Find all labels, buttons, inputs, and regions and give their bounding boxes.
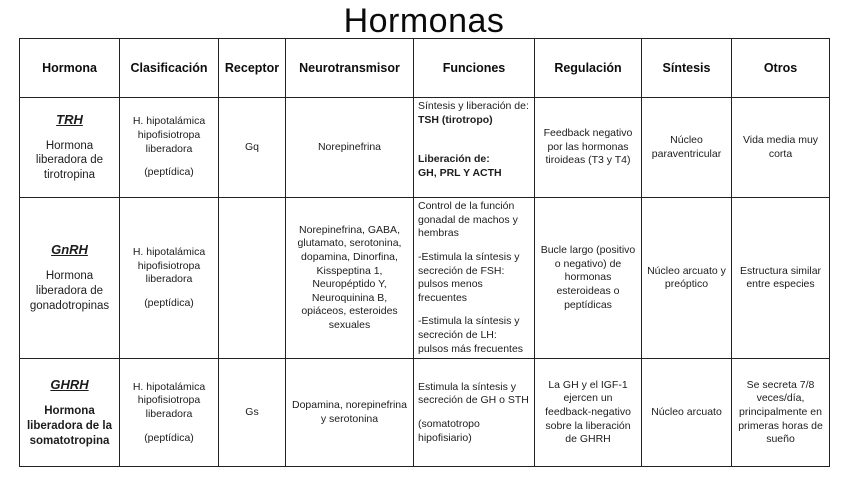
gnrh-neurotransmisor-cell: Norepinefrina, GABA, glutamato, serotoni… <box>285 196 414 360</box>
ghrh-clasificacion-text: H. hipotalámica hipofisiotropa liberador… <box>132 380 206 420</box>
column-header-clasificacion: Clasificación <box>119 38 219 98</box>
ghrh-clasificacion-cell: H. hipotalámica hipofisiotropa liberador… <box>119 358 219 468</box>
trh-neurotransmisor-text: Norepinefrina <box>317 140 382 153</box>
ghrh-hormona-cell: GHRH Hormona liberadora de la somatotropi… <box>19 358 120 468</box>
trh-funciones-cell: Síntesis y liberación de: TSH (tirotropo)… <box>413 97 535 198</box>
trh-hormona-text: TRH <box>56 111 83 127</box>
trh-regulacion-text: Feedback negativo por las hormonas tiroi… <box>543 127 633 167</box>
gnrh-clasificacion-text: H. hipotalámica hipofisiotropa liberador… <box>132 245 206 286</box>
column-header-receptor: Receptor <box>218 38 286 98</box>
trh-funciones-text: Síntesis y liberación de: <box>418 100 529 112</box>
gnrh-funciones-text: Control de la función gonadal de machos … <box>418 200 518 240</box>
gnrh-regulacion-cell: Bucle largo (positivo o negativo) de hor… <box>534 196 642 360</box>
table-row-trh: TRH Hormona liberadora de tirotropina H. h… <box>19 97 830 198</box>
gnrh-sintesis-cell: Núcleo arcuato y preóptico <box>641 196 732 360</box>
ghrh-funciones-text: Estimula la síntesis y secreción de GH o… <box>418 380 529 407</box>
trh-regulacion-cell: Feedback negativo por las hormonas tiroi… <box>534 97 642 198</box>
gnrh-funciones-text: -Estimula la síntesis y secreción de LH:… <box>418 315 524 355</box>
column-header-neurotransmisor: Neurotransmisor <box>285 38 414 98</box>
ghrh-otros-cell: Se secreta 7/8 veces/día, principalmente… <box>731 358 830 468</box>
gnrh-clasificacion-text: (peptídica) <box>144 296 194 309</box>
ghrh-hormona-text: Hormona liberadora de la somatotropina <box>26 404 112 447</box>
ghrh-sintesis-cell: Núcleo arcuato <box>641 358 732 468</box>
gnrh-funciones-text: -Estimula la síntesis y secreción de FSH… <box>418 250 520 304</box>
trh-funciones-text: TSH (tirotropo) <box>418 113 493 126</box>
ghrh-sintesis-text: Núcleo arcuato <box>651 406 722 419</box>
trh-hormona-cell: TRH Hormona liberadora de tirotropina <box>19 97 120 198</box>
trh-otros-cell: Vida media muy corta <box>731 97 830 198</box>
trh-clasificacion-text: (peptídica) <box>144 166 194 179</box>
gnrh-otros-text: Estructura similar entre especies <box>739 264 822 291</box>
ghrh-neurotransmisor-text: Dopamina, norepinefrina y serotonina <box>292 399 407 425</box>
gnrh-funciones-cell: Control de la función gonadal de machos … <box>413 196 535 360</box>
trh-receptor-text: Gq <box>244 140 259 153</box>
trh-sintesis-text: Núcleo paraventricular <box>651 133 722 160</box>
gnrh-clasificacion-cell: H. hipotalámica hipofisiotropa liberador… <box>119 196 219 360</box>
trh-funciones-text: GH, PRL Y ACTH <box>418 166 502 179</box>
trh-clasificacion-text: H. hipotalámica hipofisiotropa liberador… <box>132 115 206 155</box>
ghrh-regulacion-text: La GH y el IGF-1 ejercen un feedback-neg… <box>545 378 631 446</box>
table-body: TRH Hormona liberadora de tirotropina H. h… <box>19 97 830 468</box>
column-header-otros: Otros <box>731 38 830 98</box>
page-title: Hormonas <box>343 2 505 40</box>
column-header-funciones: Funciones <box>413 38 535 98</box>
trh-receptor-cell: Gq <box>218 97 286 198</box>
gnrh-otros-cell: Estructura similar entre especies <box>731 196 830 360</box>
ghrh-regulacion-cell: La GH y el IGF-1 ejercen un feedback-neg… <box>534 358 642 468</box>
ghrh-hormona-text: GHRH <box>50 377 89 393</box>
gnrh-hormona-text: GnRH <box>51 242 88 258</box>
ghrh-receptor-cell: Gs <box>218 358 286 468</box>
ghrh-neurotransmisor-cell: Dopamina, norepinefrina y serotonina <box>285 358 414 468</box>
ghrh-receptor-text: Gs <box>245 406 259 419</box>
column-header-sintesis: Síntesis <box>641 38 732 98</box>
gnrh-receptor-cell <box>218 196 286 360</box>
column-header-regulacion: Regulación <box>534 38 642 98</box>
gnrh-hormona-text: Hormona liberadora de gonadotropinas <box>29 270 110 313</box>
ghrh-otros-text: Se secreta 7/8 veces/día, principalmente… <box>738 378 823 446</box>
table-row-ghrh: GHRH Hormona liberadora de la somatotropi… <box>19 358 830 468</box>
table-header-row: Hormona Clasificación Receptor Neurotransmi… <box>19 38 830 98</box>
hormonas-table: Hormona Clasificación Receptor Neurotransmi… <box>19 38 830 468</box>
ghrh-funciones-text: (somatotropo hipofisiario) <box>418 417 480 444</box>
trh-funciones-text: Liberación de: <box>418 153 490 166</box>
trh-neurotransmisor-cell: Norepinefrina <box>285 97 414 198</box>
gnrh-neurotransmisor-text: Norepinefrina, GABA, glutamato, serotoni… <box>297 223 402 332</box>
trh-clasificacion-cell: H. hipotalámica hipofisiotropa liberador… <box>119 97 219 198</box>
gnrh-hormona-cell: GnRH Hormona liberadora de gonadotropinas <box>19 196 120 360</box>
trh-otros-text: Vida media muy corta <box>742 133 819 160</box>
ghrh-funciones-cell: Estimula la síntesis y secreción de GH o… <box>413 358 535 468</box>
ghrh-clasificacion-text: (peptídica) <box>144 431 194 444</box>
gnrh-regulacion-text: Bucle largo (positivo o negativo) de hor… <box>540 244 636 311</box>
table-row-gnrh: GnRH Hormona liberadora de gonadotropinas… <box>19 196 830 360</box>
trh-sintesis-cell: Núcleo paraventricular <box>641 97 732 198</box>
trh-hormona-text: Hormona liberadora de tirotropina <box>35 139 104 182</box>
gnrh-sintesis-text: Núcleo arcuato y preóptico <box>647 264 726 291</box>
column-header-hormona: Hormona <box>19 38 120 98</box>
